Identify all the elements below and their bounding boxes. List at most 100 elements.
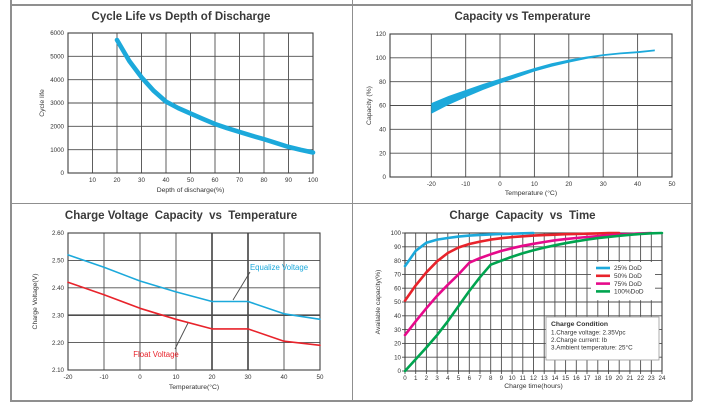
table-border-left	[10, 0, 12, 401]
table-border-bottom	[10, 400, 692, 402]
svg-text:0: 0	[61, 170, 65, 177]
svg-text:3000: 3000	[50, 100, 64, 107]
svg-text:-20: -20	[427, 181, 437, 188]
panel-cycle-life-vs-dod: Cycle Life vs Depth of Discharge 10 20 30 4…	[11, 5, 351, 202]
svg-text:60: 60	[379, 103, 386, 110]
svg-text:3: 3	[435, 375, 439, 382]
svg-text:30: 30	[600, 181, 607, 188]
svg-text:2.Charge current: Ib: 2.Charge current: Ib	[551, 337, 607, 344]
svg-text:50: 50	[669, 181, 676, 188]
svg-text:20: 20	[616, 375, 623, 382]
svg-text:90: 90	[285, 177, 292, 184]
svg-text:20: 20	[565, 181, 572, 188]
svg-text:Depth of discharge(%): Depth of discharge(%)	[157, 187, 225, 194]
svg-text:100: 100	[308, 177, 319, 184]
svg-text:Temperature (°C): Temperature (°C)	[505, 189, 557, 197]
svg-text:Charge Condition: Charge Condition	[551, 321, 608, 328]
svg-text:10: 10	[89, 177, 96, 184]
svg-text:10: 10	[173, 374, 180, 381]
svg-text:100: 100	[391, 230, 402, 237]
svg-text:90: 90	[394, 244, 401, 251]
svg-text:24: 24	[659, 375, 666, 382]
svg-text:1: 1	[414, 375, 418, 382]
svg-text:Equalize Voltage: Equalize Voltage	[250, 263, 308, 272]
svg-text:60: 60	[394, 285, 401, 292]
svg-text:6: 6	[468, 375, 472, 382]
svg-text:10: 10	[509, 375, 516, 382]
svg-text:16: 16	[573, 375, 580, 382]
svg-text:-10: -10	[461, 181, 471, 188]
svg-text:2.30: 2.30	[52, 312, 65, 319]
svg-text:18: 18	[594, 375, 601, 382]
svg-text:40: 40	[634, 181, 641, 188]
svg-text:120: 120	[376, 31, 387, 38]
svg-text:5: 5	[457, 375, 461, 382]
svg-text:1000: 1000	[50, 147, 64, 154]
svg-text:Float Voltage: Float Voltage	[133, 350, 179, 359]
chart-title-cycle-life: Cycle Life vs Depth of Discharge	[91, 11, 271, 23]
svg-text:80: 80	[394, 258, 401, 265]
svg-text:13: 13	[541, 375, 548, 382]
svg-text:100%DoD: 100%DoD	[614, 289, 644, 296]
svg-text:2.40: 2.40	[52, 285, 65, 292]
svg-text:20: 20	[394, 341, 401, 348]
svg-text:14: 14	[551, 375, 558, 382]
svg-text:2.10: 2.10	[52, 367, 65, 374]
svg-text:Charge Voltage(V): Charge Voltage(V)	[32, 274, 39, 330]
svg-text:-20: -20	[64, 374, 74, 381]
svg-text:50: 50	[394, 299, 401, 306]
svg-text:70: 70	[394, 272, 401, 279]
table-border-right	[691, 0, 693, 401]
charge-voltage-chart: -20 -10 0 10 20 30 40 50 2.10 2.20 2.30 2.40 2.50 2.6…	[32, 230, 324, 391]
svg-text:Capacity (%): Capacity (%)	[366, 86, 373, 125]
cycle-life-chart: 10 20 30 40 50 60 70 80 90 1000100020003000400050…	[39, 30, 319, 194]
svg-text:9: 9	[500, 375, 504, 382]
svg-text:2000: 2000	[50, 124, 64, 131]
svg-text:40: 40	[281, 374, 288, 381]
chart-title-charge-capacity: Charge Capacity vs Time	[449, 210, 596, 222]
svg-text:75% DoD: 75% DoD	[614, 281, 642, 288]
svg-text:2.60: 2.60	[52, 230, 65, 237]
svg-text:30: 30	[245, 374, 252, 381]
svg-text:0: 0	[403, 375, 407, 382]
svg-text:0: 0	[138, 374, 142, 381]
svg-text:100: 100	[376, 55, 387, 62]
svg-text:Temperature(°C): Temperature(°C)	[169, 383, 219, 391]
svg-text:2: 2	[425, 375, 429, 382]
svg-text:15: 15	[562, 375, 569, 382]
capacity-temperature-chart: -20 -10 0 10 20 30 40 50 0 20 40 60 80 100 120 Temperat…	[366, 31, 676, 197]
svg-text:21: 21	[626, 375, 633, 382]
svg-text:30: 30	[394, 327, 401, 334]
svg-text:0: 0	[383, 174, 387, 181]
svg-text:17: 17	[584, 375, 591, 382]
svg-text:23: 23	[648, 375, 655, 382]
svg-text:Cycle life: Cycle life	[39, 89, 46, 117]
svg-text:4000: 4000	[50, 77, 64, 84]
svg-text:2.50: 2.50	[52, 258, 65, 265]
svg-text:50: 50	[317, 374, 324, 381]
svg-text:2.20: 2.20	[52, 340, 65, 347]
table-border-middle	[10, 202, 692, 204]
svg-text:-10: -10	[100, 374, 110, 381]
svg-text:20: 20	[114, 177, 121, 184]
svg-text:60: 60	[212, 177, 219, 184]
svg-text:Charge time(hours): Charge time(hours)	[504, 383, 563, 390]
svg-text:4: 4	[446, 375, 450, 382]
panel-charge-voltage-vs-temperature: Charge Voltage Capacity vs Temperature -…	[11, 204, 351, 400]
chart-title-capacity-temp: Capacity vs Temperature	[454, 11, 591, 23]
svg-text:70: 70	[236, 177, 243, 184]
svg-text:40: 40	[379, 127, 386, 134]
svg-text:30: 30	[138, 177, 145, 184]
svg-text:40: 40	[394, 313, 401, 320]
svg-text:8: 8	[489, 375, 493, 382]
charge-capacity-time-chart: 0 1 2 3 4 5 6 7 8 9 10 11 12 13 14 15 16 17 18 19 20 21 22 23 24…	[375, 230, 666, 390]
svg-text:22: 22	[637, 375, 644, 382]
svg-text:0: 0	[398, 368, 402, 375]
table-border-top	[10, 4, 692, 6]
svg-text:25% DoD: 25% DoD	[614, 265, 642, 272]
svg-text:6000: 6000	[50, 30, 64, 37]
svg-text:7: 7	[478, 375, 482, 382]
svg-text:10: 10	[531, 181, 538, 188]
panel-capacity-vs-temperature: Capacity vs Temperature -20 -10 0 10 20 30 40 5…	[353, 5, 692, 202]
svg-text:50: 50	[187, 177, 194, 184]
